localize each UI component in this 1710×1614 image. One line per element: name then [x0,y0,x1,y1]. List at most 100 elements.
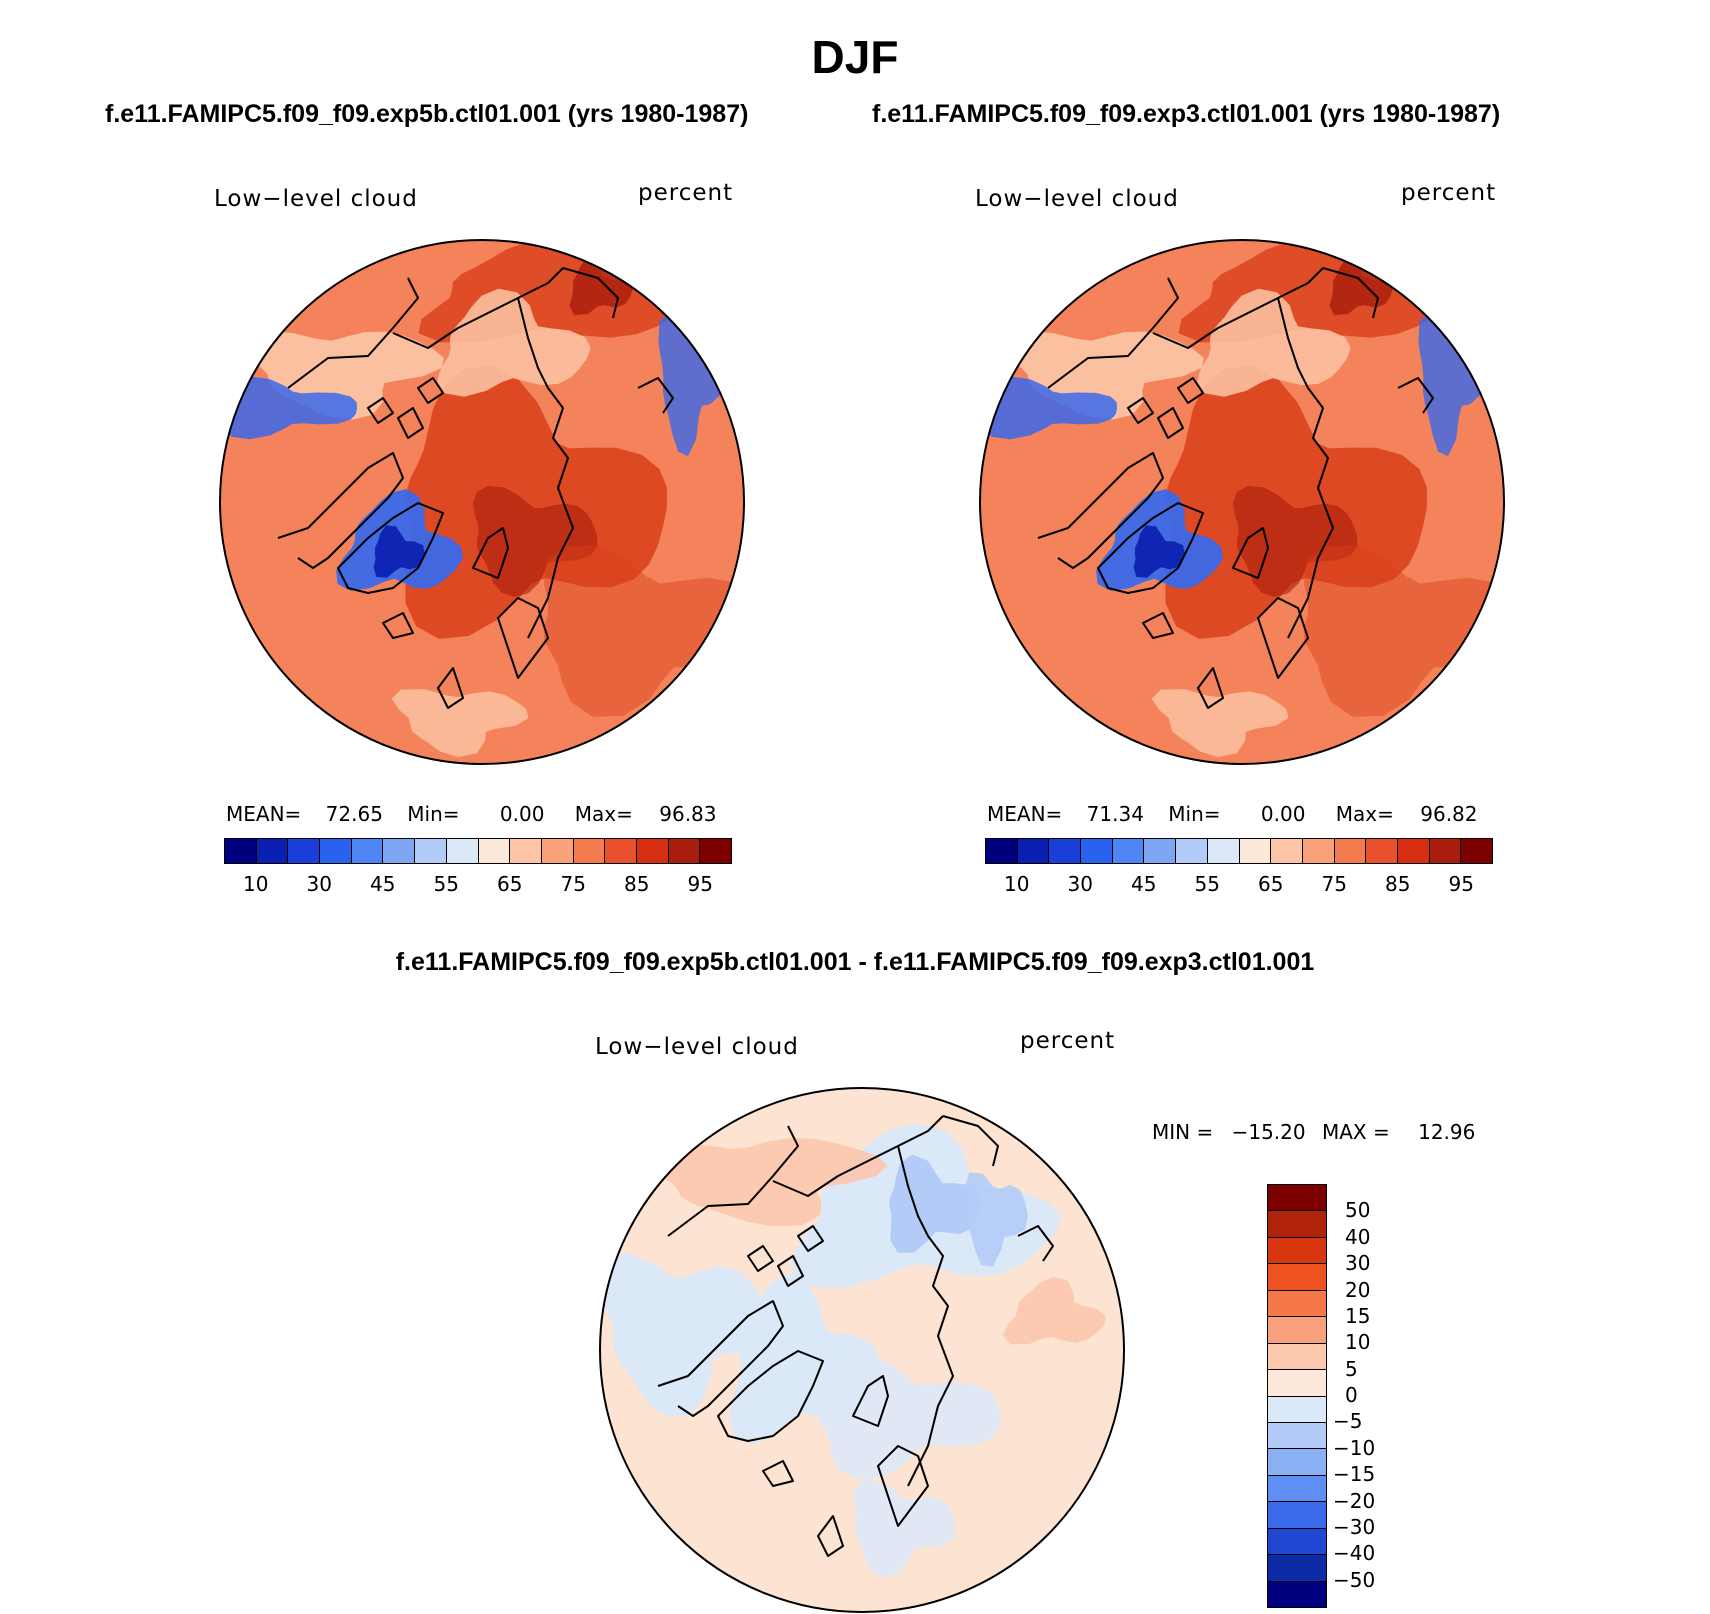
coastline [897,1145,954,1487]
panel-a-min: 0.00 [499,802,545,826]
coastline [397,407,424,439]
map-boundary-circle [219,239,745,765]
panel-b-mean-label: MEAN= [987,802,1063,826]
diff-min: −15.20 [1231,1120,1306,1144]
case-a-title: f.e11.FAMIPC5.f09_f09.exp5b.ctl01.001 (y… [105,100,749,128]
diff-colorbar-swatch [1268,1422,1326,1450]
panel-a-colorbar-swatch [225,839,257,863]
coastline [1232,527,1269,579]
diff-colorbar: 50 40 30 20 15 10 5 0 −5 −10 −15 −20 −30 −40 −50 [1267,1184,1407,1608]
coastline [852,1375,889,1427]
shade-blue [220,376,358,440]
panel-b-colorbar-tick-label: 75 [1321,872,1347,896]
diff-stats: MIN = −15.20 MAX = 12.96 [1152,1120,1475,1144]
panel-b-colorbar-tick-label: 95 [1448,872,1474,896]
coastline [1037,452,1164,569]
shade-pale [1151,689,1289,758]
diff-colorbar-tick-label: 15 [1345,1303,1371,1328]
panel-a-colorbar-swatch [478,839,511,863]
panel-a-colorbar-swatch [288,839,321,863]
diff-colorbar-tick-label: −40 [1333,1541,1376,1566]
shade-high [1165,366,1428,639]
panel-a-max-label: Max= [574,802,633,826]
coastline [797,1225,824,1252]
panel-a-colorbar-swatch [573,839,606,863]
diff-colorbar-tick-label: 50 [1345,1198,1371,1223]
shade-high [543,545,744,717]
coastline [1127,397,1154,424]
panel-b-min-label: Min= [1168,802,1221,826]
diff-colorbar-swatch [1268,1343,1326,1371]
panel-a-colorbar-tick-label: 45 [370,872,396,896]
diff-max: 12.96 [1418,1120,1476,1144]
panel-a-colorbar-swatch [700,839,731,863]
panel-a-colorbar-swatch [320,839,352,863]
coastline [1097,502,1204,594]
diff-polar-map [599,1087,1125,1613]
panel-b-max: 96.82 [1420,802,1478,826]
diff-colorbar-swatch [1268,1475,1326,1503]
diff-colorbar-swatch [1268,1555,1326,1582]
diff-colorbar-swatch [1268,1581,1326,1607]
shade-blue [980,376,1118,440]
panel-a-colorbar-swatch [256,839,289,863]
panel-b-mean: 71.34 [1086,802,1144,826]
panel-b-colorbar-swatch [1049,839,1082,863]
panel-a-colorbar-tick-label: 95 [687,872,713,896]
coastline [772,1115,944,1197]
panel-a-colorbar-tick-label: 75 [560,872,586,896]
coastline [1197,667,1224,709]
shade-warm [1002,1276,1106,1345]
diff-colorbar-tick-label: 40 [1345,1224,1371,1249]
shade-greenland-core [1133,525,1185,578]
diff-colorbar-swatches [1267,1184,1327,1608]
panel-b-colorbar-swatch [1366,839,1398,863]
shade-blue [889,1154,980,1253]
map-shading [220,240,744,764]
diff-colorbar-swatch [1268,1528,1326,1556]
panel-b-stats: MEAN= 71.34 Min= 0.00 Max= 96.82 [987,802,1478,826]
shade-higher [1233,485,1358,597]
panel-b-colorbar-swatch [1271,839,1303,863]
diff-colorbar-swatch [1268,1237,1326,1265]
coastlines [657,1115,1054,1557]
panel-b-colorbar-swatch [1176,839,1208,863]
coastline [717,1350,824,1442]
coastline [472,527,509,579]
panel-b-colorbar-swatch [986,839,1018,863]
panel-b-colorbar-swatches [985,838,1493,864]
panel-a-colorbar-swatch [605,839,637,863]
diff-colorbar-swatch [1268,1264,1326,1291]
diff-colorbar-swatch [1268,1370,1326,1397]
shade-blue [964,1172,1028,1267]
panel-a-colorbar-swatch [541,839,574,863]
panel-a-units: percent [638,180,734,206]
coastline [1047,277,1179,389]
panel-a-colorbar-swatches [224,838,732,864]
coastline [657,1300,784,1417]
diff-colorbar-tick-label: 30 [1345,1251,1371,1276]
coastline [417,377,444,404]
diff-colorbar-tick-label: −15 [1333,1462,1376,1487]
coastline [337,502,444,594]
coastline [382,612,414,639]
coastline [942,1115,999,1167]
coastline [1397,377,1434,414]
panel-a-variable: Low−level cloud [214,186,418,212]
diff-colorbar-swatch [1268,1185,1326,1212]
diff-colorbar-tick-label: −10 [1333,1435,1376,1460]
coastline [1157,407,1184,439]
coastline [817,1515,844,1557]
shade-cool [819,1354,1000,1480]
panel-a-colorbar-swatch [668,839,701,863]
panel-b-colorbar-tick-label: 65 [1258,872,1284,896]
shade-pale [391,689,529,758]
diff-colorbar-tick-label: 20 [1345,1277,1371,1302]
panel-a-colorbar-swatch [383,839,416,863]
map-boundary-circle [979,239,1505,765]
panel-b-colorbar-swatch [1429,839,1462,863]
diff-colorbar-tick-label: −5 [1333,1409,1363,1434]
shade-high [1303,545,1504,717]
diff-colorbar-swatch [1268,1502,1326,1529]
diff-max-label: MAX = [1321,1120,1390,1144]
